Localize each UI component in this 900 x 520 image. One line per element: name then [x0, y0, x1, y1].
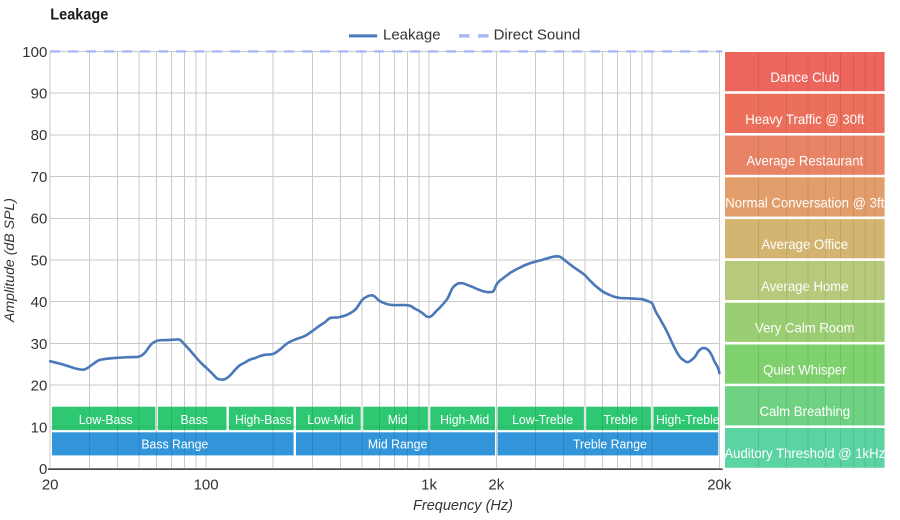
svg-text:Treble Range: Treble Range: [573, 437, 647, 452]
svg-text:50: 50: [31, 252, 48, 269]
svg-text:30: 30: [31, 336, 48, 353]
svg-text:80: 80: [31, 127, 48, 144]
svg-text:20: 20: [31, 378, 48, 395]
svg-text:40: 40: [31, 294, 48, 311]
svg-text:High-Treble: High-Treble: [656, 412, 720, 427]
svg-text:20k: 20k: [707, 477, 732, 494]
svg-text:Bass Range: Bass Range: [141, 437, 208, 452]
svg-text:Treble: Treble: [603, 412, 637, 427]
svg-text:Normal Conversation @ 3ft: Normal Conversation @ 3ft: [725, 194, 884, 210]
svg-text:Low-Bass: Low-Bass: [79, 412, 133, 427]
svg-text:1k: 1k: [421, 477, 437, 494]
svg-text:Low-Treble: Low-Treble: [512, 412, 573, 427]
svg-text:100: 100: [22, 44, 47, 61]
svg-text:Direct Sound: Direct Sound: [494, 27, 581, 44]
svg-text:Mid Range: Mid Range: [368, 437, 427, 452]
svg-text:20: 20: [42, 477, 59, 494]
svg-text:0: 0: [39, 461, 47, 478]
svg-text:High-Bass: High-Bass: [235, 412, 292, 427]
svg-text:60: 60: [31, 211, 48, 228]
svg-text:100: 100: [194, 477, 219, 494]
svg-text:70: 70: [31, 169, 48, 186]
svg-text:2k: 2k: [488, 477, 504, 494]
svg-text:Average Restaurant: Average Restaurant: [746, 153, 863, 169]
svg-text:Auditory Threshold @ 1kHz: Auditory Threshold @ 1kHz: [724, 445, 885, 461]
svg-text:Average Home: Average Home: [761, 278, 849, 294]
svg-text:Average Office: Average Office: [762, 236, 849, 252]
svg-text:High-Mid: High-Mid: [440, 412, 489, 427]
svg-text:Mid: Mid: [388, 412, 408, 427]
svg-text:Low-Mid: Low-Mid: [307, 412, 353, 427]
svg-text:10: 10: [31, 419, 48, 436]
svg-text:Leakage: Leakage: [50, 6, 108, 23]
svg-text:Bass: Bass: [181, 412, 209, 427]
svg-text:Calm Breathing: Calm Breathing: [759, 403, 850, 419]
svg-text:Heavy Traffic @ 30ft: Heavy Traffic @ 30ft: [745, 111, 864, 127]
svg-text:Quiet Whisper: Quiet Whisper: [763, 362, 847, 378]
svg-text:Amplitude (dB SPL): Amplitude (dB SPL): [1, 198, 17, 323]
svg-text:Leakage: Leakage: [383, 27, 441, 44]
svg-text:Dance Club: Dance Club: [770, 69, 839, 85]
svg-text:90: 90: [31, 86, 48, 103]
svg-text:Very Calm Room: Very Calm Room: [755, 320, 855, 336]
svg-text:Frequency (Hz): Frequency (Hz): [413, 498, 513, 514]
